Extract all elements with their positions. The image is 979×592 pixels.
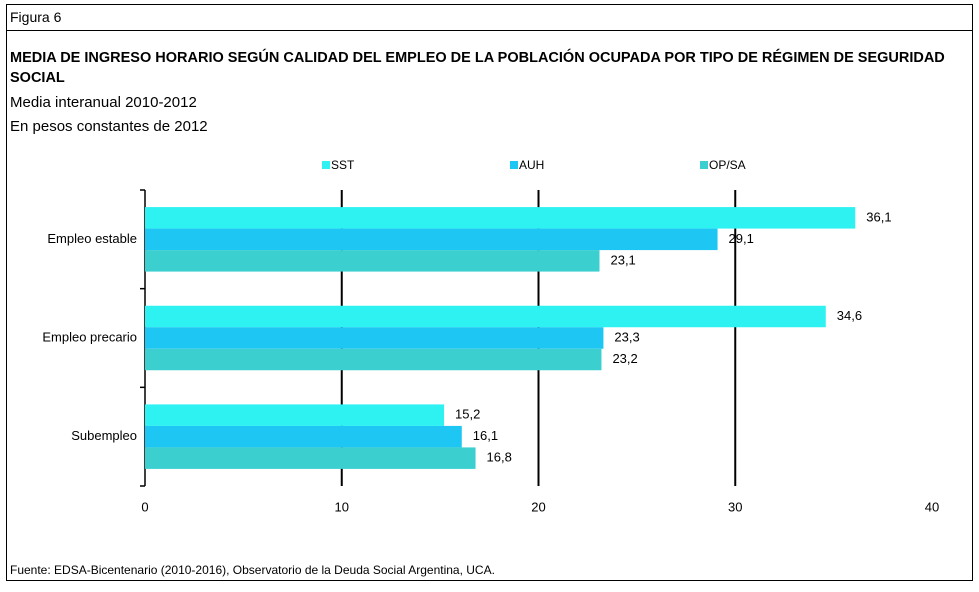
separator bbox=[6, 30, 973, 31]
bar bbox=[145, 305, 826, 328]
legend-swatch bbox=[322, 161, 330, 169]
legend-label: AUH bbox=[519, 158, 544, 172]
bar bbox=[145, 228, 718, 251]
y-tick-label: Subempleo bbox=[71, 428, 137, 443]
value-label: 34,6 bbox=[837, 308, 862, 323]
bar bbox=[145, 425, 462, 448]
x-tick-label: 10 bbox=[335, 499, 349, 514]
legend-label: OP/SA bbox=[709, 158, 746, 172]
x-tick-label: 20 bbox=[531, 499, 545, 514]
legend-label: SST bbox=[331, 158, 355, 172]
legend-swatch bbox=[510, 161, 518, 169]
value-label: 23,1 bbox=[610, 252, 635, 267]
bar bbox=[145, 447, 476, 469]
frame bbox=[6, 4, 973, 581]
value-label: 23,3 bbox=[614, 329, 639, 344]
bar bbox=[145, 404, 445, 426]
bar bbox=[145, 348, 602, 371]
bar bbox=[145, 207, 856, 229]
y-tick-label: Empleo precario bbox=[42, 329, 137, 344]
chart-title: MEDIA DE INGRESO HORARIO SEGÚN CALIDAD D… bbox=[10, 50, 945, 86]
x-tick-label: 40 bbox=[925, 499, 939, 514]
legend-swatch bbox=[700, 161, 708, 169]
figure-label: Figura 6 bbox=[10, 9, 62, 25]
value-label: 23,2 bbox=[612, 351, 637, 366]
source: Fuente: EDSA-Bicentenario (2010-2016), O… bbox=[10, 563, 495, 577]
y-tick-label: Empleo estable bbox=[47, 231, 137, 246]
value-label: 36,1 bbox=[866, 209, 891, 224]
subtitle: Media interanual 2010-2012 bbox=[10, 94, 197, 111]
bar bbox=[145, 327, 604, 349]
value-label: 29,1 bbox=[729, 231, 754, 246]
value-label: 15,2 bbox=[455, 407, 480, 422]
subtitle: En pesos constantes de 2012 bbox=[10, 118, 208, 135]
value-label: 16,1 bbox=[473, 428, 498, 443]
bar bbox=[145, 250, 600, 272]
x-tick-label: 30 bbox=[728, 499, 742, 514]
x-tick-label: 0 bbox=[141, 499, 148, 514]
value-label: 16,8 bbox=[487, 450, 512, 465]
